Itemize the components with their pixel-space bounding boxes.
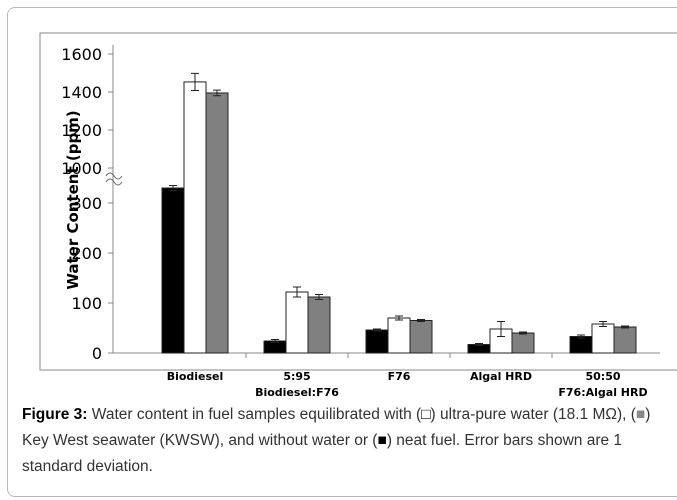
caption: Figure 3: Water content in fuel samples … [22,402,667,480]
axis-break [105,172,123,186]
y-tick-label: 300 [71,194,102,213]
y-tick-label: 1400 [61,83,102,102]
bar [591,323,615,354]
caption-text: Water content in fuel samples equilibrat… [91,406,422,423]
bar [307,296,331,354]
bar [409,320,433,354]
y-tick-label: 1200 [61,121,102,140]
error-bar [271,339,279,343]
caption-text: ) Key West seawater (KWSW), and without … [22,406,651,449]
x-tick-label: F76:Algal HRD [558,386,647,399]
x-tick-label: 50:50 [585,370,620,383]
error-bar [519,331,527,335]
figure-card [7,7,677,497]
bar [613,326,637,354]
y-tick-label: 1600 [61,45,102,64]
bar [205,92,229,354]
bar [285,291,309,354]
bar [365,329,389,354]
bar [161,187,185,354]
caption-text: ) neat fuel. Error bars shown are 1 stan… [22,432,623,475]
error-bar [475,343,483,346]
chart: Water Content (ppm) 0 100 200 300 1000 1200 14… [39,32,677,399]
x-tick-label: 5:95 [283,370,310,383]
error-bar [373,328,381,332]
bar [387,317,411,354]
bar [183,81,207,354]
bar [511,332,535,354]
y-axis-label: Water Content (ppm) [64,110,82,289]
error-bar [169,185,177,191]
error-bar [577,334,585,339]
error-bar [315,294,323,300]
caption-symbol: ■ [377,432,387,449]
error-bar [417,319,425,322]
error-bar [497,321,505,337]
y-tick-label: 1000 [61,159,102,178]
x-tick-label: F76 [388,370,411,383]
y-tick-label: 0 [92,344,102,363]
x-tick-label: Biodiesel:F76 [255,386,339,399]
caption-symbol: ■ [635,406,646,423]
error-bar [293,286,301,298]
plot-frame [39,32,677,371]
y-tick-label: 100 [71,294,102,313]
error-bar [395,315,403,321]
error-bar [191,72,199,91]
caption-label: Figure 3: [22,406,88,423]
bar [569,336,593,354]
caption-text: ) ultra-pure water (18.1 MΩ), ( [430,406,636,423]
error-bar [213,89,221,97]
caption-symbol: □ [421,406,431,423]
error-bar [621,325,629,329]
error-bar [599,321,607,327]
x-tick-label: Algal HRD [470,370,532,383]
x-tick-label: Biodiesel [167,370,224,383]
y-tick-label: 200 [71,244,102,263]
